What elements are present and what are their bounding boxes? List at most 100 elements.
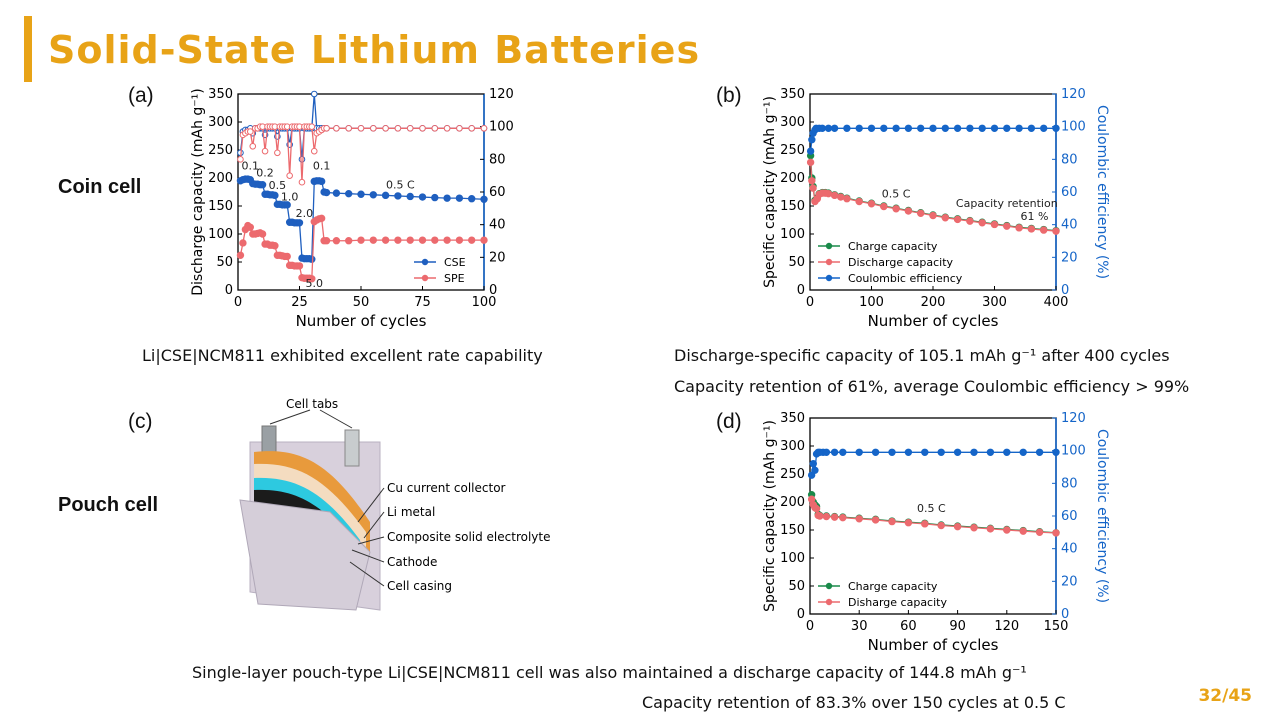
point-a-3-39 [370, 125, 377, 132]
point-a-1-46 [455, 236, 464, 244]
x-tick-label-d-3: 90 [949, 619, 966, 634]
point-a-2-25 [298, 156, 306, 163]
point-b-1-12 [855, 197, 863, 206]
point-a-1-14 [271, 242, 279, 250]
y2-tick-label-a-3: 60 [489, 185, 506, 200]
label-li-metal: Li metal [387, 505, 435, 519]
point-b-2-22 [1003, 124, 1011, 132]
point-d-2-10 [855, 448, 863, 456]
point-a-1-35 [322, 237, 331, 245]
point-b-2-26 [1052, 124, 1060, 132]
x-tick-label-a-0: 0 [234, 295, 242, 310]
point-a-0-39 [369, 191, 378, 199]
x-axis-label-b: Number of cycles [868, 312, 999, 330]
point-a-0-46 [455, 194, 464, 202]
point-d-2-11 [871, 448, 880, 456]
chart-b: 0 100 200 300 400050100150200250300350020406… [762, 87, 1110, 330]
y2-tick-label-d-6: 120 [1061, 411, 1086, 426]
x-tick-label-b-1: 100 [859, 295, 884, 310]
point-b-1-26 [1027, 225, 1036, 233]
point-b-1-14 [880, 202, 888, 211]
y2-tick-label-d-0: 0 [1061, 607, 1069, 622]
point-b-1-27 [1040, 226, 1048, 234]
point-a-3-30 [310, 147, 318, 155]
y-axis-label-a: Discharge capacity (mAh g⁻¹) [190, 88, 206, 295]
legend-label-a-1: SPE [444, 272, 465, 285]
point-a-3-38 [357, 125, 365, 132]
point-b-1-22 [978, 219, 986, 227]
point-b-1-25 [1015, 224, 1023, 232]
annotation-d-0: 0.5 C [917, 502, 946, 515]
point-a-1-4 [246, 223, 255, 231]
point-b-2-10 [855, 124, 863, 132]
point-a-0-40 [381, 191, 390, 200]
y2-tick-label-d-4: 80 [1061, 476, 1078, 491]
point-b-1-18 [929, 211, 937, 220]
panel-label-d: (d) [716, 410, 742, 433]
point-b-1-21 [966, 217, 974, 225]
legend-label-d-0: Charge capacity [848, 580, 938, 593]
y-tick-label-a-5: 250 [208, 143, 233, 158]
y2-tick-label-a-5: 100 [489, 120, 514, 135]
y2-tick-label-b-4: 80 [1061, 152, 1078, 167]
point-a-3-43 [419, 125, 426, 132]
point-a-1-39 [369, 236, 378, 244]
point-b-2-14 [904, 124, 913, 132]
point-d-1-8 [839, 513, 847, 522]
y-tick-label-a-6: 300 [208, 115, 233, 130]
point-a-1-44 [431, 236, 439, 244]
point-a-3-29 [308, 123, 316, 130]
y-tick-label-b-7: 350 [780, 87, 805, 102]
point-b-2-0 [806, 147, 815, 155]
y2-tick-label-d-2: 40 [1061, 542, 1078, 557]
point-a-3-25 [298, 178, 306, 186]
annotation-a-0: 0.1 [242, 160, 259, 173]
point-b-2-13 [892, 124, 900, 132]
point-a-1-9 [258, 230, 267, 238]
label-cathode: Cathode [387, 555, 437, 569]
point-a-1-37 [345, 237, 353, 245]
y-tick-label-b-6: 300 [780, 115, 805, 130]
point-b-2-25 [1040, 124, 1048, 132]
y2-axis-label-d: Coulombic efficiency (%) [1094, 429, 1110, 603]
point-d-1-3 [812, 505, 821, 513]
y-tick-label-a-1: 50 [216, 255, 233, 270]
legend-marker-d-0 [825, 582, 833, 590]
point-a-1-45 [443, 236, 451, 244]
point-a-1-19 [283, 252, 291, 261]
series-line-b-0 [809, 155, 1057, 232]
y-tick-label-a-4: 200 [208, 171, 233, 186]
y-axis-label-b: Specific capacity (mAh g⁻¹) [762, 96, 778, 288]
label-cu-current-collector: Cu current collector [387, 481, 506, 495]
y-tick-label-b-4: 200 [780, 171, 805, 186]
point-d-2-15 [937, 448, 945, 456]
y-tick-label-b-3: 150 [780, 199, 805, 214]
chart-a: 0 25 50 75 100050100150200250300350020406080… [190, 87, 514, 330]
leader-tabs-right [319, 409, 353, 429]
annotation-b-2: 61 % [1020, 210, 1048, 223]
point-a-1-33 [317, 214, 326, 223]
point-a-2-30 [310, 90, 318, 98]
point-a-3-4 [247, 128, 254, 135]
annotation-a-2: 0.5 [269, 179, 287, 192]
y-tick-label-d-5: 250 [780, 467, 805, 482]
point-d-2-20 [1019, 448, 1027, 456]
cell-tab-right [344, 429, 360, 467]
point-d-1-17 [986, 525, 995, 533]
point-b-1-24 [1003, 222, 1011, 230]
annotation-a-6: 0.1 [313, 160, 331, 173]
point-b-2-17 [941, 124, 950, 132]
point-a-0-45 [443, 194, 451, 202]
y-tick-label-d-6: 300 [780, 439, 805, 454]
y2-tick-label-b-3: 60 [1061, 185, 1078, 200]
label-cell-casing: Cell casing [387, 579, 452, 593]
leader-tabs-left [269, 409, 311, 425]
point-b-1-0 [806, 158, 815, 167]
annotation-a-4: 2.0 [296, 207, 314, 220]
point-d-2-9 [839, 448, 847, 456]
point-b-1-19 [941, 214, 950, 222]
point-a-1-0 [236, 251, 245, 259]
point-a-1-1 [239, 239, 247, 247]
x-tick-label-b-0: 0 [806, 295, 814, 310]
point-b-2-16 [929, 124, 937, 132]
